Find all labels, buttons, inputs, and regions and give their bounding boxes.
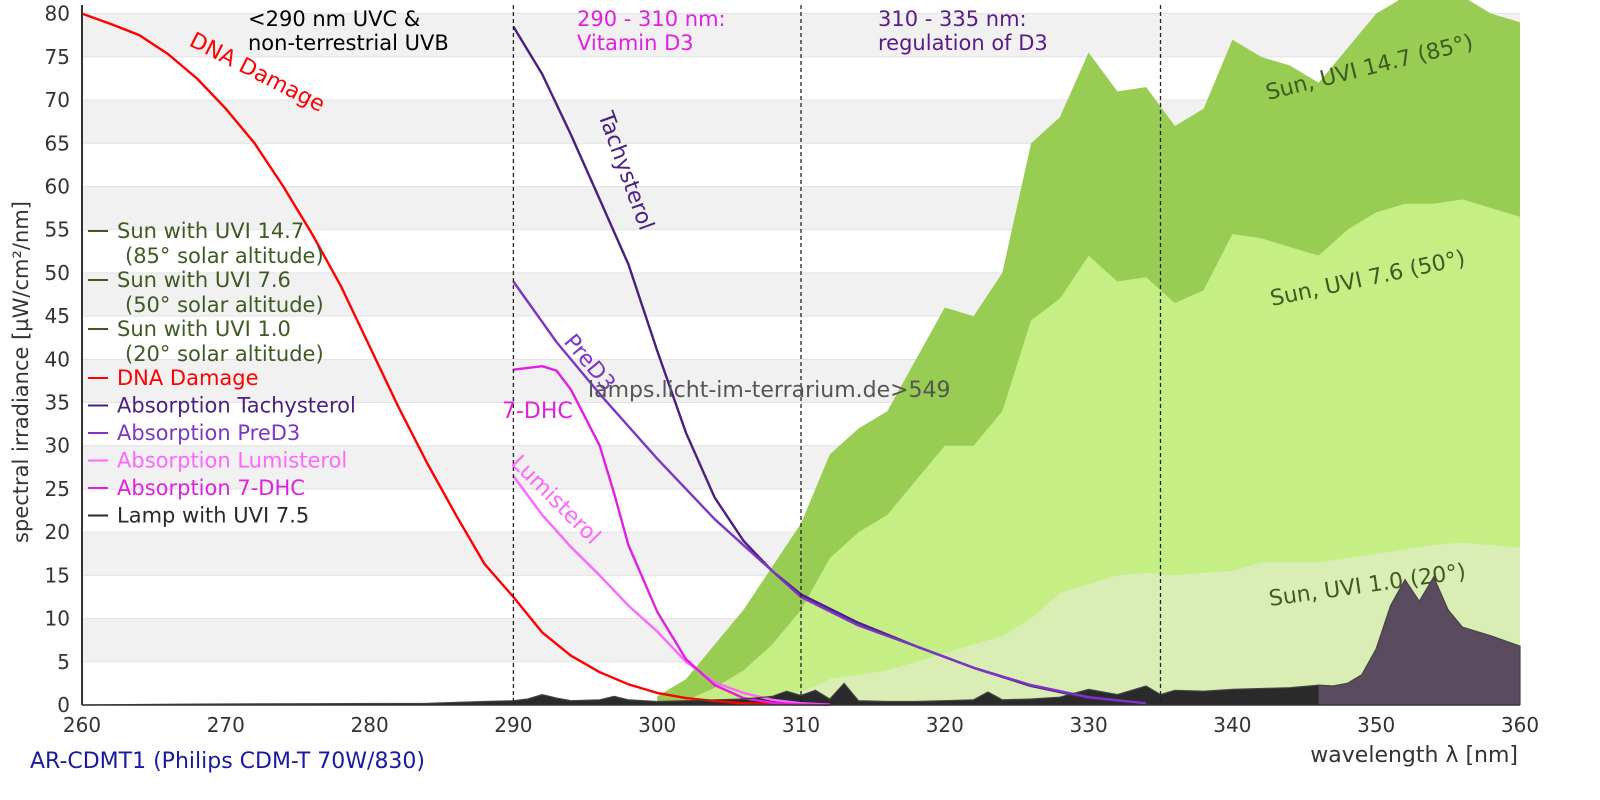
area-2 xyxy=(729,542,1520,705)
lamp-outline xyxy=(81,575,1521,706)
region-label-2: 310 - 335 nm: xyxy=(878,7,1027,31)
y-tick-label: 25 xyxy=(45,477,70,501)
line-series xyxy=(81,12,1521,706)
legend: Sun with UVI 14.7(85° solar altitude)Sun… xyxy=(88,219,356,528)
y-tick-label: 20 xyxy=(45,520,70,544)
region-dividers xyxy=(512,5,1162,705)
legend-item: Lamp with UVI 7.5 xyxy=(88,504,309,528)
x-tick-label: 270 xyxy=(207,713,245,737)
y-tick-label: 5 xyxy=(57,650,70,674)
legend-note: (85° solar altitude) xyxy=(125,244,324,268)
legend-label: Sun with UVI 7.6 xyxy=(117,268,291,292)
legend-label: Sun with UVI 1.0 xyxy=(117,317,291,341)
area-series xyxy=(82,0,1520,705)
footer-title: AR-CDMT1 (Philips CDM-T 70W/830) xyxy=(30,749,425,774)
legend-label: Absorption PreD3 xyxy=(117,421,300,445)
legend-label: Absorption Lumisterol xyxy=(117,449,347,473)
y-tick-label: 15 xyxy=(45,563,70,587)
legend-note: (50° solar altitude) xyxy=(125,293,324,317)
y-tick-label: 30 xyxy=(45,434,70,458)
region-label-1: 290 - 310 nm: xyxy=(577,7,726,31)
line-3 xyxy=(81,12,802,706)
legend-item: Sun with UVI 7.6(50° solar altitude) xyxy=(88,268,324,317)
y-tick-label: 45 xyxy=(45,304,70,328)
x-tick-label: 300 xyxy=(638,713,676,737)
y-tick-label: 75 xyxy=(45,45,70,69)
y-tick-label: 0 xyxy=(57,693,70,717)
watermark: lamps.licht-im-terrarium.de>549 xyxy=(588,378,951,403)
legend-label: DNA Damage xyxy=(117,366,259,390)
y-tick-label: 80 xyxy=(45,2,70,26)
legend-item: Absorption 7-DHC xyxy=(88,476,305,500)
x-tick-label: 350 xyxy=(1357,713,1395,737)
legend-item: Sun with UVI 14.7(85° solar altitude) xyxy=(88,219,324,268)
legend-label: Sun with UVI 14.7 xyxy=(117,219,304,243)
legend-item: Sun with UVI 1.0(20° solar altitude) xyxy=(88,317,324,366)
region-label-1: Vitamin D3 xyxy=(577,31,694,55)
x-tick-label: 360 xyxy=(1501,713,1539,737)
line-6 xyxy=(512,475,830,706)
region-label-2: regulation of D3 xyxy=(878,31,1048,55)
axes: 0 5 10 15 20 25 30 35 40 45 50 55 60 65 70 75 80 260 270 28… xyxy=(45,2,1540,737)
series-label-7: 7-DHC xyxy=(502,399,573,424)
y-tick-label: 50 xyxy=(45,261,70,285)
x-tick-label: 280 xyxy=(351,713,389,737)
legend-label: Lamp with UVI 7.5 xyxy=(117,504,309,528)
x-tick-label: 340 xyxy=(1213,713,1251,737)
y-tick-label: 40 xyxy=(45,347,70,371)
region-labels: <290 nm UVC &non-terrestrial UVB 290 - 31… xyxy=(248,7,1048,55)
region-label-0: <290 nm UVC & xyxy=(248,7,420,31)
y-tick-label: 60 xyxy=(45,174,70,198)
x-tick-label: 310 xyxy=(782,713,820,737)
y-tick-label: 70 xyxy=(45,88,70,112)
legend-label: Absorption 7-DHC xyxy=(117,476,305,500)
legend-item: DNA Damage xyxy=(88,366,259,390)
y-tick-label: 65 xyxy=(45,131,70,155)
x-tick-label: 260 xyxy=(63,713,101,737)
legend-item: Absorption Tachysterol xyxy=(88,394,356,418)
x-tick-label: 290 xyxy=(494,713,532,737)
y-axis-label: spectral irradiance [µW/cm²/nm] xyxy=(9,201,33,543)
y-tick-label: 10 xyxy=(45,607,70,631)
x-axis-label: wavelength λ [nm] xyxy=(1310,743,1518,768)
legend-item: Absorption PreD3 xyxy=(88,421,300,445)
y-tick-label: 55 xyxy=(45,218,70,242)
x-tick-label: 330 xyxy=(1070,713,1108,737)
line-7 xyxy=(513,365,830,706)
legend-item: Absorption Lumisterol xyxy=(88,449,347,473)
y-tick-label: 35 xyxy=(45,391,70,415)
legend-note: (20° solar altitude) xyxy=(125,342,324,366)
x-tick-label: 320 xyxy=(926,713,964,737)
legend-label: Absorption Tachysterol xyxy=(117,394,356,418)
lamp-peak-area xyxy=(1318,577,1520,705)
region-label-0: non-terrestrial UVB xyxy=(248,31,449,55)
